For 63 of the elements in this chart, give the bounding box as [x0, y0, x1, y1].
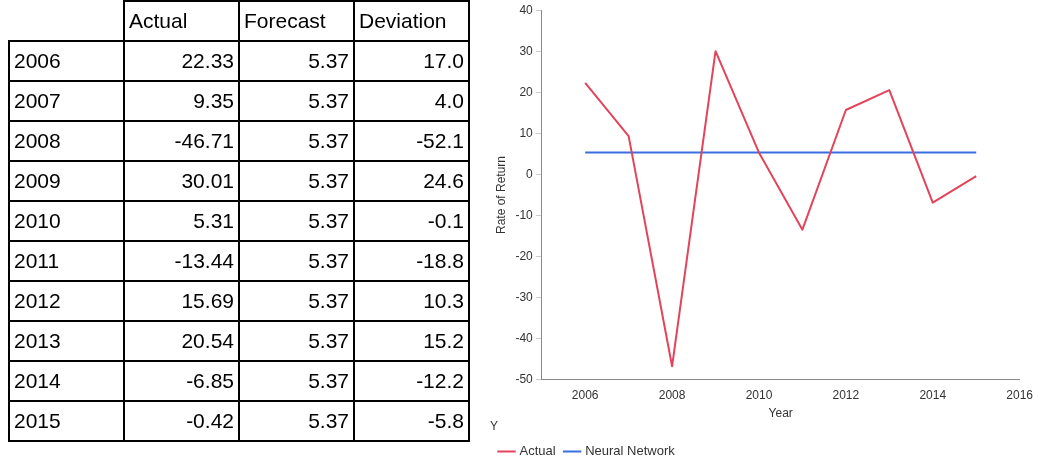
data-label: 5.37: [239, 281, 354, 321]
legend-label: Neural Network: [585, 443, 676, 459]
y-tick-label: 2011: [9, 241, 124, 281]
data-label: 4.0: [354, 81, 469, 121]
y-tick-label: 20: [519, 84, 534, 99]
x-tick-label: 2008: [658, 388, 686, 403]
data-label: -0.42: [124, 401, 239, 441]
y-tick-label: -30: [515, 289, 534, 304]
y-tick-label: -40: [515, 331, 534, 346]
x-tick-label: 2016: [1006, 388, 1034, 403]
data-label: 5.37: [239, 201, 354, 241]
data-label: 5.37: [239, 321, 354, 361]
data-label: 30.01: [124, 161, 239, 201]
y-tick-label: 10: [519, 125, 534, 140]
y-tick-label: 2013: [9, 321, 124, 361]
data-label: 10.3: [354, 281, 469, 321]
y-tick-label: 40: [519, 2, 534, 17]
x-tick-label: Forecast: [239, 1, 354, 41]
y-tick-label: 30: [519, 43, 534, 58]
data-label: -46.71: [124, 121, 239, 161]
y-tick-label: 2010: [9, 201, 124, 241]
y-tick-label: 2012: [9, 281, 124, 321]
data-label: -12.2: [354, 361, 469, 401]
data-label: 5.37: [239, 401, 354, 441]
y-tick-label: 2006: [9, 41, 124, 81]
data-label: 5.37: [239, 41, 354, 81]
x-tick-label: 2010: [745, 388, 773, 403]
legend-title: Y: [490, 418, 499, 433]
y-tick-label: -10: [515, 207, 534, 222]
x-tick-label: 2012: [832, 388, 860, 403]
y-tick-label: 2009: [9, 161, 124, 201]
y-tick-label: 0: [526, 166, 534, 181]
data-label: 9.35: [124, 81, 239, 121]
y-tick-label: 2015: [9, 401, 124, 441]
data-label: -52.1: [354, 121, 469, 161]
y-tick-label: -50: [515, 372, 534, 387]
y-tick-label: 2008: [9, 121, 124, 161]
x-tick-label: Deviation: [354, 1, 469, 41]
data-label: 5.37: [239, 121, 354, 161]
data-label: 5.37: [239, 241, 354, 281]
x-tick-label: 2014: [919, 388, 947, 403]
data-label: 5.31: [124, 201, 239, 241]
data-label: 5.37: [239, 81, 354, 121]
y-tick-label: -20: [515, 248, 534, 263]
y-tick-label: 2007: [9, 81, 124, 121]
data-label: 15.69: [124, 281, 239, 321]
data-label: 22.33: [124, 41, 239, 81]
x-tick-label: 2006: [571, 388, 599, 403]
legend-label: Actual: [519, 443, 556, 459]
data-label: 24.6: [354, 161, 469, 201]
data-label: -18.8: [354, 241, 469, 281]
data-label: 5.37: [239, 361, 354, 401]
data-label: -0.1: [354, 201, 469, 241]
data-label: 17.0: [354, 41, 469, 81]
data-label: -5.8: [354, 401, 469, 441]
x-axis-title: Year: [768, 405, 793, 420]
data-label: 15.2: [354, 321, 469, 361]
data-label: -13.44: [124, 241, 239, 281]
data-label: 20.54: [124, 321, 239, 361]
data-label: 5.37: [239, 161, 354, 201]
x-tick-label: Actual: [124, 1, 239, 41]
y-axis-title: Rate of Return: [493, 155, 508, 235]
data-label: -6.85: [124, 361, 239, 401]
